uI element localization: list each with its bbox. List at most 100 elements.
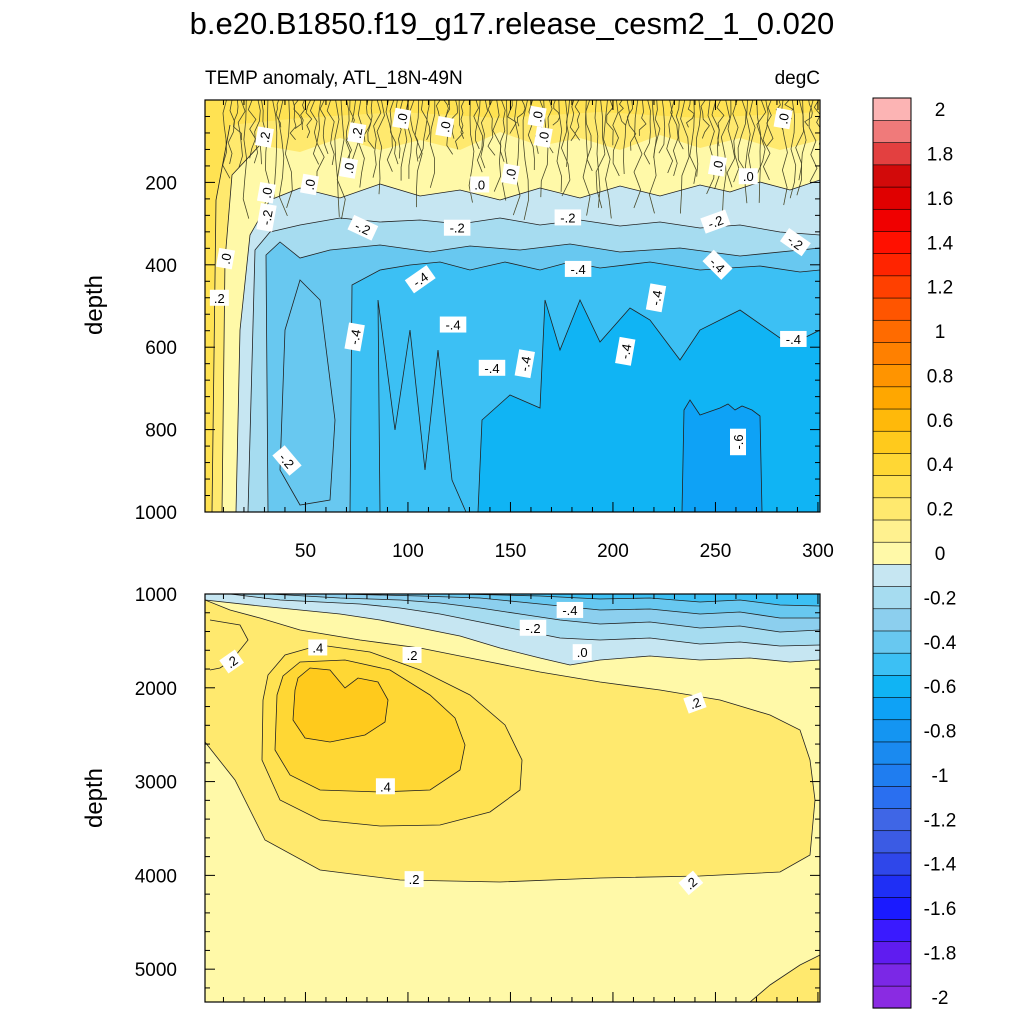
colorbar-swatch xyxy=(872,896,912,920)
contour-label-text: .0 xyxy=(302,178,319,191)
noise-contour-line xyxy=(808,100,818,182)
contour-label: -.4 xyxy=(439,316,467,333)
contour-label-bg xyxy=(272,445,302,476)
contour-label: .0 xyxy=(572,644,592,661)
contour-label-text: -.4 xyxy=(484,361,499,376)
y-tick-label: 5000 xyxy=(135,960,177,981)
colorbar-label: -1.8 xyxy=(924,944,957,965)
colorbar-swatch xyxy=(872,608,912,632)
noise-contour-line xyxy=(426,100,431,141)
contour-label-bg xyxy=(556,601,584,618)
contour-label-text: .0 xyxy=(259,186,276,199)
noise-contour-line xyxy=(716,100,725,147)
noise-contour-line xyxy=(585,100,593,172)
upper-panel-frame xyxy=(204,99,821,513)
noise-contour-line xyxy=(376,100,385,195)
colorbar-label: -2 xyxy=(932,988,949,1009)
contour-line xyxy=(205,599,816,883)
contour-label: -.2 xyxy=(256,202,277,232)
noise-contour-line xyxy=(726,100,736,188)
x-tick-label: 50 xyxy=(295,541,316,562)
chart-title: b.e20.B1850.f19_g17.release_cesm2_1_0.02… xyxy=(190,6,835,41)
colorbar-swatch xyxy=(872,319,912,343)
contour-label-bg xyxy=(402,646,422,663)
colorbar-swatch xyxy=(872,719,912,743)
noise-contour-line xyxy=(658,100,666,154)
contour-label-bg xyxy=(256,181,277,204)
contour-label-text: .0 xyxy=(529,110,546,123)
noise-contour-line xyxy=(389,100,399,165)
contour-label-text: .4 xyxy=(380,779,391,794)
noise-contour-line xyxy=(670,100,679,177)
noise-contour-line xyxy=(455,100,464,150)
colorbar-swatch xyxy=(872,985,912,1009)
contour-label-bg xyxy=(773,107,793,130)
contour-label-bg xyxy=(527,105,547,128)
y-tick-label: 2000 xyxy=(135,679,177,700)
contour-label: .4 xyxy=(308,639,328,656)
contour-label: .0 xyxy=(470,176,490,193)
contour-label-bg xyxy=(519,619,547,636)
contour-label-text: .2 xyxy=(257,131,274,144)
colorbar-swatch xyxy=(872,164,912,188)
contour-label: .2 xyxy=(347,122,367,144)
colorbar-swatch xyxy=(872,208,912,232)
noise-contour-line xyxy=(476,100,484,173)
noise-contour-line xyxy=(623,100,630,175)
x-tick-label: 100 xyxy=(392,541,424,562)
noise-contour-line xyxy=(345,100,351,163)
x-tick-label: 250 xyxy=(700,541,732,562)
upper-panel-contours xyxy=(211,124,820,512)
noise-contour-line xyxy=(473,100,480,150)
contour-label-text: -.2 xyxy=(706,212,725,231)
contour-label-bg xyxy=(533,126,553,148)
colorbar-swatch xyxy=(872,230,912,254)
contour-label-text: -.2 xyxy=(276,450,297,471)
colorbar-label: 0.2 xyxy=(927,500,953,521)
contour-label: -.4 xyxy=(478,359,506,376)
colorbar-swatch xyxy=(872,253,912,277)
lower-contour-labels: .2 .4 .2 -.4 -.2 .0 .2 .4 .2 .2 xyxy=(219,601,707,896)
colorbar-swatch xyxy=(872,652,912,676)
contour-label: -.2 xyxy=(700,209,731,234)
contour-label: .0 xyxy=(527,105,547,128)
y-tick-label: 600 xyxy=(145,338,177,359)
contour-label: -.4 xyxy=(514,349,535,379)
noise-contour-line xyxy=(385,100,393,172)
noise-contour-line xyxy=(798,100,807,181)
contour-label: .0 xyxy=(773,107,793,130)
noise-contour-line xyxy=(565,100,570,167)
contour-label-bg xyxy=(554,209,582,226)
contour-label-bg xyxy=(347,214,379,241)
noise-contour-line xyxy=(706,100,715,195)
contour-line xyxy=(459,594,820,607)
noise-contour-line xyxy=(468,100,475,203)
contour-label-text: .0 xyxy=(474,177,485,192)
colorbar-swatch xyxy=(872,475,912,499)
noise-contour-line xyxy=(700,100,710,139)
noise-contour-line xyxy=(696,100,701,177)
contour-label: .0 xyxy=(533,126,553,148)
contour-label-text: -.2 xyxy=(525,621,540,636)
colorbar-swatch xyxy=(872,763,912,787)
noise-contour-line xyxy=(766,100,774,147)
contour-label: -.4 xyxy=(556,601,584,618)
noise-contour-line xyxy=(316,100,325,186)
colorbar-swatch xyxy=(872,297,912,321)
contour-label-text: .2 xyxy=(687,694,702,712)
colorbar-swatch xyxy=(872,852,912,876)
contour-label-bg xyxy=(435,116,455,138)
colorbar-swatch xyxy=(872,142,912,166)
contour-label: -.4 xyxy=(404,265,436,294)
noise-contour-line xyxy=(272,100,278,198)
noise-contour-line xyxy=(516,100,526,127)
lower-panel: .2 .4 .2 -.4 -.2 .0 .2 .4 .2 .2 1000 2000 3000 4000 5… xyxy=(81,585,821,1003)
noise-contour-line xyxy=(300,100,305,130)
contour-label: .2 xyxy=(402,646,422,663)
contour-label-bg xyxy=(514,349,535,379)
contour-label-bg xyxy=(404,871,424,888)
noise-contour-line xyxy=(522,100,529,220)
contour-label-bg xyxy=(443,219,471,236)
colorbar-swatch xyxy=(872,630,912,654)
